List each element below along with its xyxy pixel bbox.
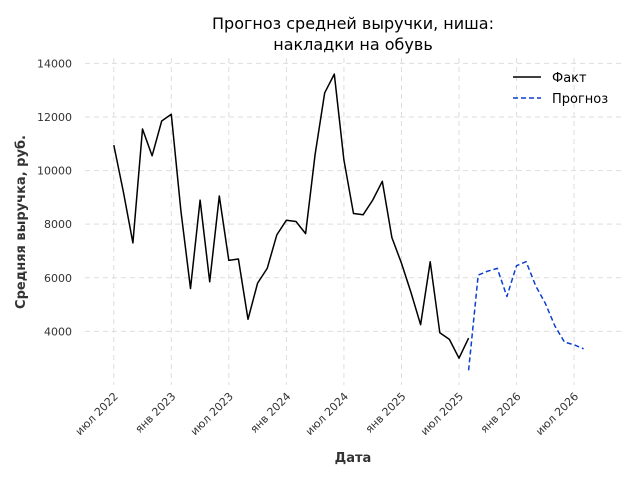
y-tick-label: 8000 <box>44 218 72 231</box>
y-tick-label: 4000 <box>44 325 72 338</box>
series-line-fact <box>113 73 470 359</box>
y-tick-label: 12000 <box>37 111 72 124</box>
series-line-forecast <box>467 260 584 371</box>
x-tick-label: янв 2024 <box>248 390 294 436</box>
legend-label-forecast: Прогноз <box>552 92 608 107</box>
x-tick-label: янв 2025 <box>363 390 409 436</box>
x-axis-label: Дата <box>335 451 372 466</box>
x-tick-label: июл 2023 <box>188 390 236 438</box>
x-tick-label: июл 2025 <box>418 390 466 438</box>
x-tick-label: июл 2024 <box>303 390 351 438</box>
y-tick-label: 10000 <box>37 165 72 178</box>
x-tick-label: июл 2022 <box>73 390 121 438</box>
chart-title-line-1: Прогноз средней выручки, ниша: <box>212 14 494 33</box>
grid <box>85 58 622 385</box>
x-axis-ticks: июл 2022 янв 2023 июл 2023 янв 2024 июл 2024… <box>73 390 581 438</box>
y-tick-label: 14000 <box>37 57 72 70</box>
y-axis-ticks: 4000 6000 8000 10000 12000 14000 <box>37 57 72 338</box>
y-tick-label: 6000 <box>44 272 72 285</box>
legend-label-fact: Факт <box>552 71 587 86</box>
x-tick-label: июл 2026 <box>533 390 581 438</box>
x-tick-label: янв 2023 <box>133 390 179 436</box>
series-lines <box>113 73 584 371</box>
chart-title-line-2: накладки на обувь <box>273 35 433 54</box>
x-tick-label: янв 2026 <box>478 390 524 436</box>
legend: Факт Прогноз <box>513 71 608 107</box>
y-axis-label: Средняя выручка, руб. <box>14 135 29 309</box>
